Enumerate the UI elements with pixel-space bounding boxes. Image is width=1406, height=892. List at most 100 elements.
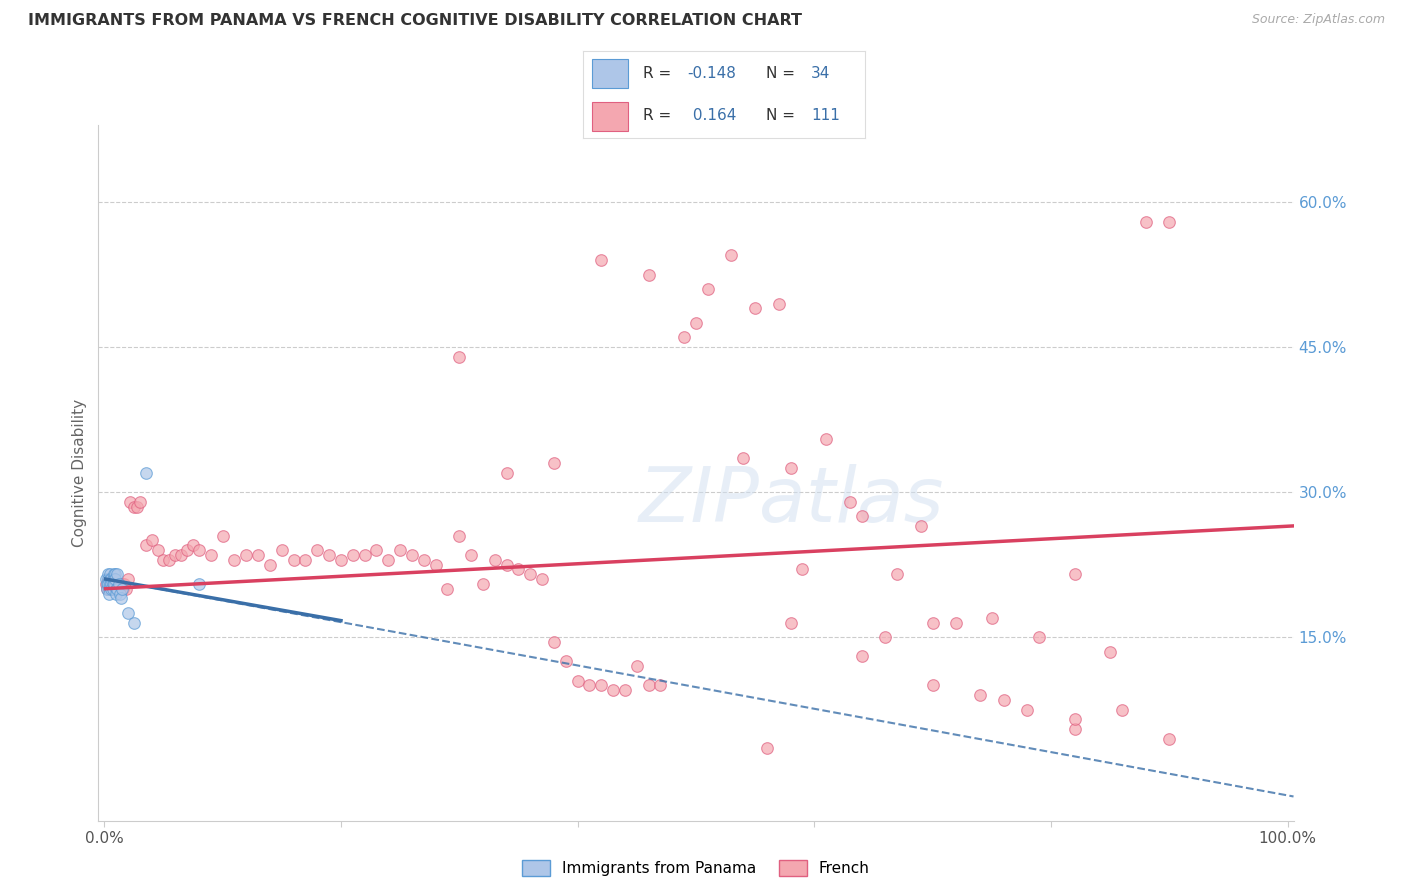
Point: [176, 543, 198, 558]
Point: [104, 567, 127, 582]
Point: [103, 572, 125, 586]
Point: [103, 567, 125, 582]
Point: [101, 572, 124, 586]
Point: [94, 577, 117, 591]
Point: [733, 451, 755, 466]
Point: [567, 673, 589, 688]
Y-axis label: Cognitive Disability: Cognitive Disability: [72, 399, 87, 547]
Text: R =: R =: [643, 108, 671, 123]
Point: [122, 615, 145, 630]
Point: [614, 683, 637, 698]
Point: [508, 562, 530, 576]
Point: [591, 678, 613, 692]
Point: [120, 495, 142, 509]
Point: [1063, 722, 1085, 736]
Point: [107, 577, 129, 591]
Text: -0.148: -0.148: [688, 66, 737, 81]
Point: [101, 582, 124, 596]
Point: [851, 509, 873, 524]
Point: [851, 649, 873, 664]
Point: [98, 577, 121, 591]
Point: [105, 577, 128, 591]
Point: [224, 552, 246, 567]
Point: [1111, 702, 1133, 716]
Point: [531, 572, 554, 586]
Point: [1135, 214, 1157, 228]
Point: [779, 461, 801, 475]
Point: [96, 577, 118, 591]
Text: N =: N =: [766, 66, 796, 81]
Point: [353, 548, 375, 562]
Point: [96, 582, 118, 596]
Point: [100, 582, 122, 596]
Point: [97, 577, 120, 591]
Point: [696, 282, 718, 296]
Point: [449, 350, 471, 364]
Point: [294, 552, 316, 567]
Point: [744, 301, 766, 316]
Point: [578, 678, 600, 692]
Point: [921, 678, 943, 692]
Point: [401, 548, 423, 562]
Point: [543, 635, 565, 649]
Point: [779, 615, 801, 630]
Point: [105, 586, 128, 600]
Point: [114, 582, 136, 596]
Point: [449, 528, 471, 542]
Point: [377, 552, 399, 567]
Point: [110, 582, 132, 596]
Point: [886, 567, 908, 582]
Point: [103, 577, 125, 591]
Point: [650, 678, 672, 692]
Point: [330, 552, 353, 567]
Point: [235, 548, 257, 562]
Point: [1063, 712, 1085, 726]
Point: [94, 572, 117, 586]
Point: [96, 582, 118, 596]
Point: [100, 577, 122, 591]
Point: [1017, 702, 1039, 716]
Point: [1159, 731, 1181, 746]
Point: [107, 582, 129, 596]
FancyBboxPatch shape: [592, 59, 628, 88]
Point: [270, 543, 292, 558]
Point: [1028, 630, 1050, 644]
Point: [98, 572, 121, 586]
Point: [945, 615, 967, 630]
Point: [105, 582, 128, 596]
Point: [98, 567, 121, 582]
Point: [969, 688, 991, 702]
Point: [105, 577, 128, 591]
Point: [768, 296, 790, 310]
Point: [117, 606, 139, 620]
Point: [673, 330, 696, 344]
Point: [283, 552, 305, 567]
Point: [875, 630, 897, 644]
Point: [127, 500, 149, 514]
Text: 34: 34: [811, 66, 831, 81]
Point: [108, 577, 131, 591]
Point: [104, 582, 127, 596]
Point: [200, 548, 222, 562]
Point: [157, 552, 180, 567]
Legend: Immigrants from Panama, French: Immigrants from Panama, French: [516, 855, 876, 882]
Point: [135, 538, 157, 552]
Point: [100, 572, 122, 586]
Point: [101, 572, 124, 586]
Point: [591, 253, 613, 268]
Point: [495, 558, 517, 572]
Text: 0.164: 0.164: [688, 108, 735, 123]
Point: [117, 572, 139, 586]
Point: [460, 548, 482, 562]
Point: [792, 562, 814, 576]
Text: ZIPatlas: ZIPatlas: [638, 464, 945, 538]
Point: [181, 538, 204, 552]
Point: [110, 591, 132, 606]
Point: [98, 586, 121, 600]
FancyBboxPatch shape: [592, 102, 628, 131]
Point: [104, 572, 127, 586]
Text: 111: 111: [811, 108, 841, 123]
Point: [188, 577, 211, 591]
Point: [98, 572, 121, 586]
Point: [128, 495, 150, 509]
